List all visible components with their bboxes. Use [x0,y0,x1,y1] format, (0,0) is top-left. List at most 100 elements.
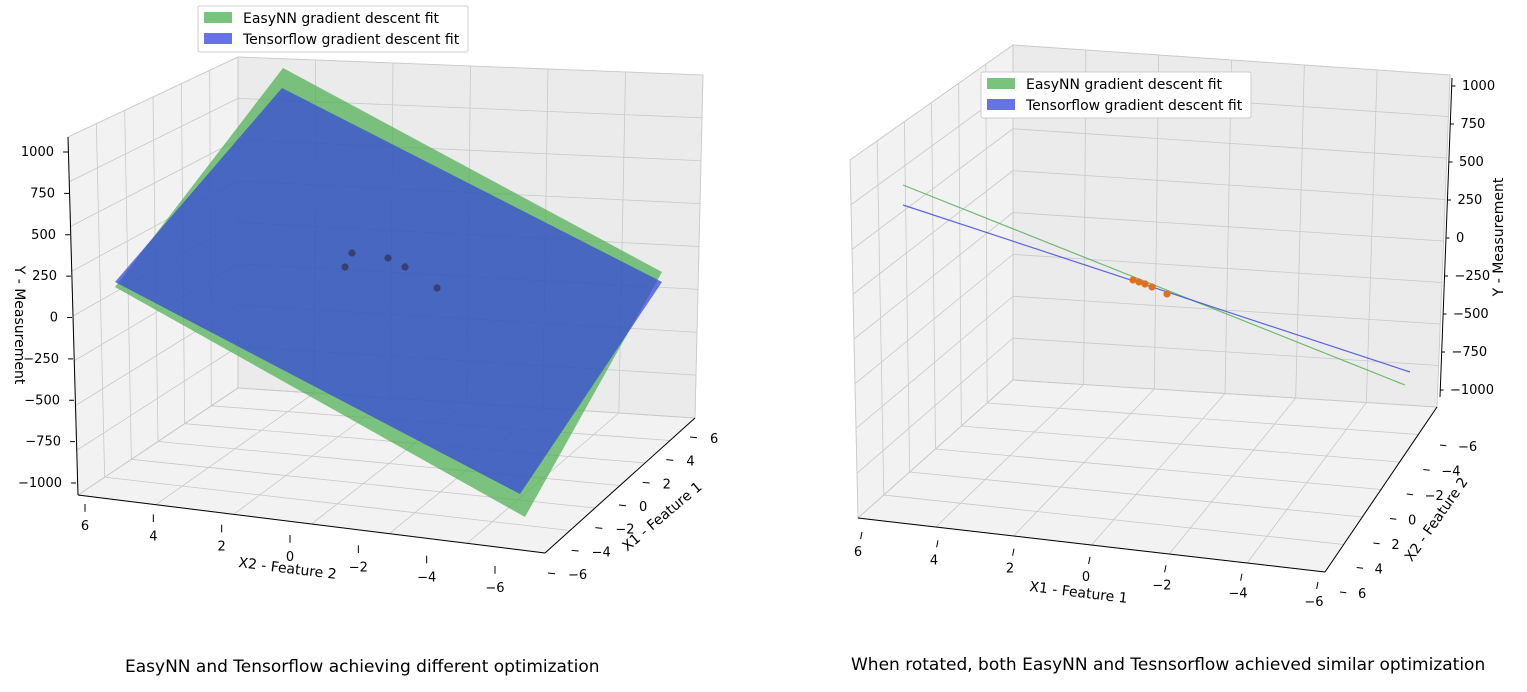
left-legend-swatch-tensorflow [204,33,232,44]
right-floor-b-gridline [987,402,1419,435]
right-x1-tick-label: 6 [854,545,862,560]
right-x1-tick-label: 2 [1006,562,1014,577]
right-x1-tick-mark [1088,556,1091,565]
right-leftpane-x1-gridline [849,159,859,519]
left-floor-b-gridline [104,476,571,531]
right-x1-ticks: 6 4 2 0 −2 −4 −6 [854,531,1324,610]
left-data-point [433,284,441,292]
left-x1-tick-mark [642,481,650,484]
left-legend-swatch-easynn [204,12,232,23]
left-x1-tick-label: 6 [710,432,718,447]
right-x2-tick-label: −4 [1441,465,1460,480]
right-z-tick-label: −1000 [1450,383,1494,398]
right-x2-tick-mark [1373,542,1380,545]
right-x1-tick-label: −6 [1304,595,1323,610]
right-floor-b-gridline [935,448,1382,490]
left-x1-tick-label: 2 [663,477,671,492]
right-legend-swatch-tensorflow [987,99,1015,110]
left-x2-tick-label: 4 [149,529,157,544]
right-x1-axis-line [857,517,1326,573]
right-z-tick-label: −250 [1455,269,1491,284]
right-caption: When rotated, both EasyNN and Tesnsorflo… [851,655,1486,675]
right-floor-b-gridline [883,494,1344,545]
left-z-tick-label: 1000 [21,145,54,160]
right-leftpane-x1-gridline [903,121,911,473]
left-x1-axis-line [544,417,696,554]
left-z-tick-label: −500 [24,393,60,408]
left-x1-ticks: 6 42 0 −2 −4 −6 [547,432,718,583]
left-x2-tick-label: −4 [417,571,436,586]
right-x1-tick-mark [1316,581,1319,590]
right-leftpane-x1-gridline [985,64,988,404]
left-z-tick-label: 250 [32,269,57,284]
left-backpane-x1-gridline [694,74,704,419]
right-floor-b-gridline [909,471,1363,518]
right-z-tick-label: 250 [1458,193,1483,208]
right-z-tick-label: 0 [1456,231,1464,246]
right-z-tick-label: −750 [1452,345,1488,360]
right-x2-tick-label: 6 [1358,587,1366,602]
right-x2-tick-label: 0 [1408,514,1416,529]
right-data-point [1148,283,1156,291]
left-data-points [341,249,441,292]
left-z-tick-label: 500 [31,228,56,243]
left-x1-tick-label: −2 [615,523,634,538]
right-z-axis-label: Y - Measurement [1491,177,1507,297]
right-x1-tick-label: −4 [1228,587,1247,602]
left-x2-tick-label: 0 [286,550,294,565]
right-x2-tick-label: 2 [1391,538,1399,553]
right-legend: EasyNN gradient descent fit Tensorflow g… [980,71,1252,119]
right-grid [849,44,1451,573]
right-floor-b-gridline [1012,379,1438,408]
left-x2-tick-label: 6 [81,519,89,534]
left-x2-tick-label: −2 [349,560,368,575]
right-tensorflow-fit-line [902,204,1411,373]
left-z-ticks: 1000 750 500 250 0 −250 −500 −750 −1000 [18,145,76,491]
right-leftpane-x1-gridline [876,140,885,496]
right-x1-axis-label: X1 - Feature 1 [1029,579,1129,607]
left-legend-label-tensorflow: Tensorflow gradient descent fit [242,32,460,48]
right-x2-tick-mark [1423,469,1430,471]
right-backpane-x2-gridline [1365,69,1378,403]
right-data-point [1129,276,1137,284]
left-data-point [401,263,409,271]
right-leftpane-x1-gridline [958,83,962,427]
left-z-axis-label: Y - Measurement [11,265,27,385]
left-x1-tick-mark [547,572,556,575]
right-floor-b-gridline [961,425,1400,463]
left-legend-box [197,5,469,53]
right-x1-tick-label: 4 [930,553,938,568]
right-legend-box [980,71,1252,119]
right-x1-tick-mark [936,540,939,548]
right-x2-tick-mark [1339,591,1347,594]
right-z-tick-label: 500 [1459,155,1484,170]
left-z-tick-label: 0 [50,311,58,326]
right-backpane-x2-gridline [1436,74,1451,408]
left-x1-tick-mark [571,549,579,552]
left-x1-tick-mark [689,436,698,439]
right-data-point [1163,290,1171,298]
right-x2-tick-label: −6 [1458,440,1477,455]
left-x1-tick-mark [595,527,603,529]
right-legend-label-tensorflow: Tensorflow gradient descent fit [1025,98,1243,114]
left-x1-tick-label: 4 [686,455,694,470]
right-x1-tick-mark [1012,548,1015,556]
right-data-point [1141,280,1149,288]
right-z-ticks: 1000 750 500 250 0 −250 −500 −750 −1000 [1440,79,1495,398]
left-data-point [341,263,349,271]
right-x2-tick-mark [1389,518,1397,520]
right-x1-tick-label: −2 [1152,578,1171,593]
right-data-point [1135,278,1143,286]
left-x2-tick-label: −6 [485,581,504,596]
left-x1-tick-label: −6 [568,568,587,583]
right-data-points [1129,276,1171,298]
left-x1-tick-mark [666,459,674,461]
left-z-tick-label: −250 [23,352,59,367]
left-z-tick-label: −1000 [18,476,62,491]
right-x1-tick-mark [1240,573,1243,581]
right-z-tick-label: 1000 [1462,79,1495,94]
left-z-tick-label: −750 [25,435,61,450]
left-x1-tick-mark [618,504,627,507]
